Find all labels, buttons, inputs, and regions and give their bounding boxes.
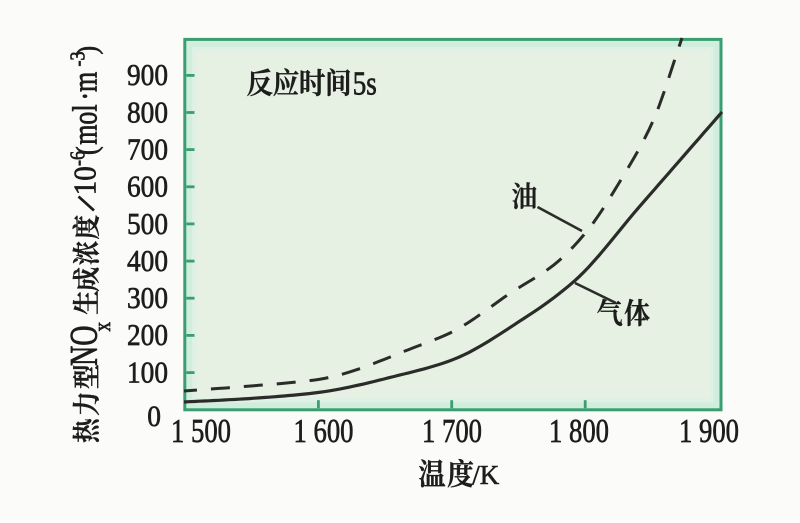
svg-text:x: x bbox=[89, 322, 116, 332]
svg-text:1 600: 1 600 bbox=[294, 412, 354, 449]
svg-text:1 900: 1 900 bbox=[679, 412, 739, 449]
svg-text:10: 10 bbox=[67, 166, 103, 195]
svg-text:100: 100 bbox=[127, 356, 168, 389]
svg-text:200: 200 bbox=[127, 319, 168, 352]
svg-text:-3: -3 bbox=[66, 51, 90, 66]
svg-text:·: · bbox=[65, 92, 105, 101]
svg-text:(: ( bbox=[71, 146, 104, 155]
svg-text:1 500: 1 500 bbox=[171, 412, 231, 449]
svg-text:5s: 5s bbox=[353, 65, 377, 103]
svg-text:): ) bbox=[71, 46, 104, 55]
svg-text:-6: -6 bbox=[66, 151, 90, 166]
svg-text:1 800: 1 800 bbox=[549, 412, 609, 449]
svg-text:NO: NO bbox=[63, 326, 106, 366]
svg-text:400: 400 bbox=[127, 245, 168, 278]
svg-text:1 700: 1 700 bbox=[422, 412, 482, 449]
svg-text:/K: /K bbox=[472, 460, 500, 490]
svg-text:800: 800 bbox=[127, 96, 168, 129]
svg-text:m: m bbox=[65, 72, 105, 92]
svg-text:300: 300 bbox=[127, 282, 168, 315]
svg-text:0: 0 bbox=[147, 400, 161, 433]
svg-text:500: 500 bbox=[127, 208, 168, 241]
svg-text:600: 600 bbox=[127, 171, 168, 204]
svg-text:900: 900 bbox=[127, 59, 168, 92]
svg-text:mol: mol bbox=[65, 104, 105, 144]
svg-text:700: 700 bbox=[127, 133, 168, 166]
